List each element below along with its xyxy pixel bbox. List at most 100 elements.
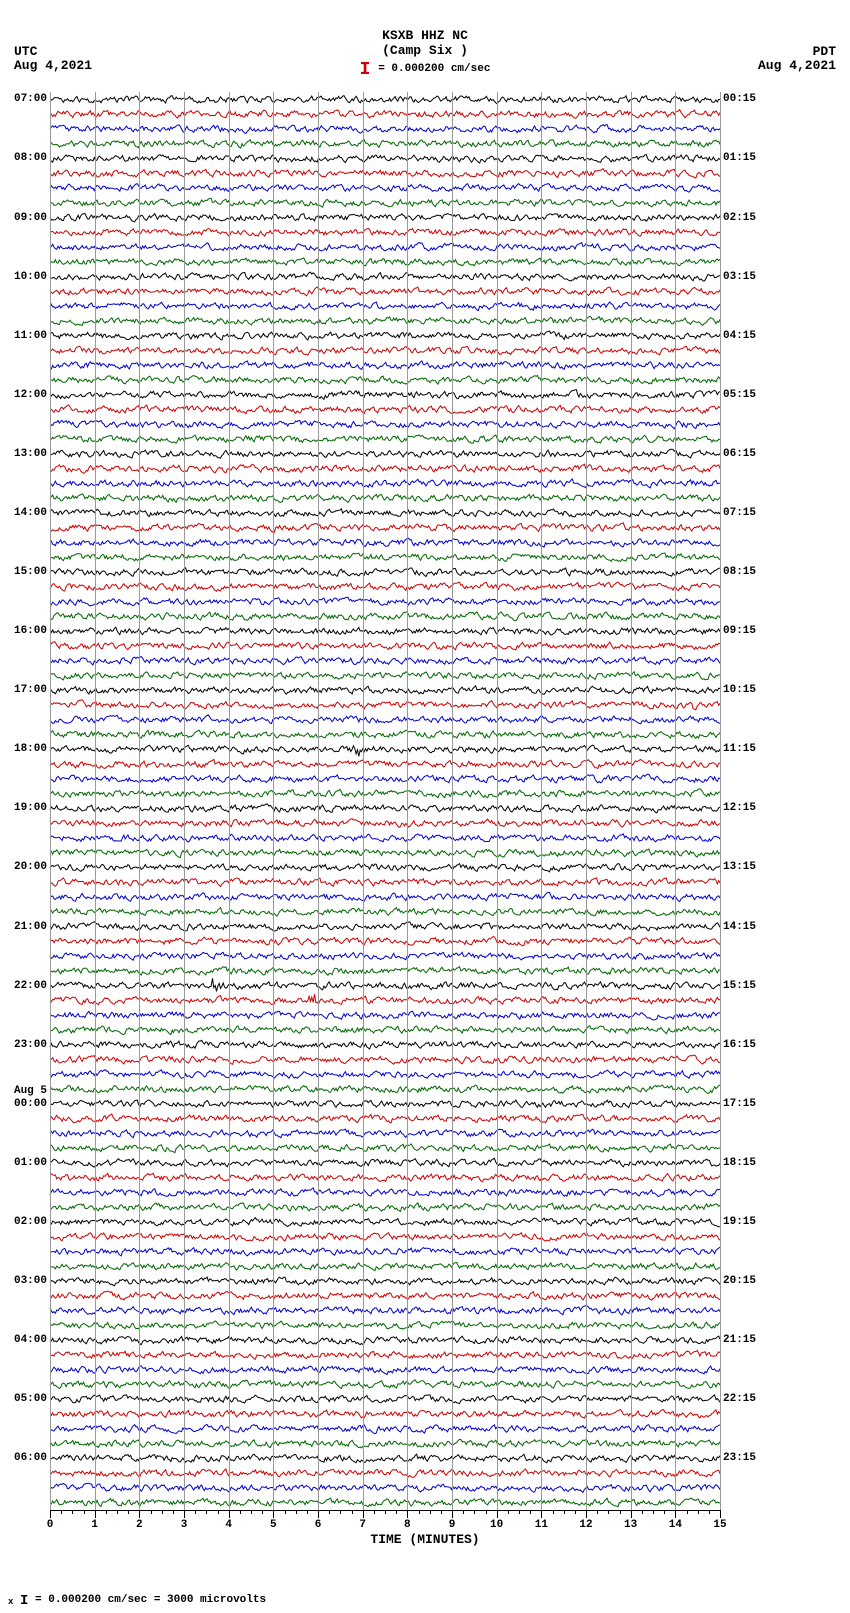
seismic-trace: [50, 464, 720, 473]
xaxis-tick-minor: [486, 1510, 487, 1514]
seismic-trace: [50, 169, 720, 179]
seismic-trace: [50, 582, 720, 591]
seismic-trace: [50, 1277, 720, 1286]
xaxis-tick-major: [184, 1510, 185, 1518]
xaxis-tick-major: [139, 1510, 140, 1518]
seismic-trace: [50, 1336, 720, 1345]
seismic-trace: [50, 302, 720, 311]
seismic-trace: [50, 523, 720, 533]
seismic-trace: [50, 1129, 720, 1138]
utc-day-break-label: Aug 5: [14, 1085, 47, 1097]
gridline-v: [184, 92, 185, 1510]
seismic-trace: [50, 213, 720, 222]
local-hour-label: 01:15: [723, 152, 756, 164]
xaxis-tick-label: 9: [449, 1519, 456, 1531]
xaxis-tick-label: 12: [579, 1519, 592, 1531]
xaxis-tick-label: 7: [359, 1519, 366, 1531]
seismic-trace: [50, 1085, 720, 1094]
seismic-trace: [50, 1247, 720, 1256]
gridline-v: [50, 92, 51, 1510]
xaxis-tick-minor: [251, 1510, 252, 1514]
xaxis-tick-label: 5: [270, 1519, 277, 1531]
local-hour-label: 06:15: [723, 448, 756, 460]
local-hour-label: 03:15: [723, 271, 756, 283]
footer-scale: x I = 0.000200 cm/sec = 3000 microvolts: [8, 1593, 266, 1609]
seismic-trace: [50, 1439, 720, 1448]
seismic-trace: [50, 1188, 720, 1197]
xaxis-tick-minor: [285, 1510, 286, 1514]
seismic-trace: [50, 686, 720, 694]
seismic-trace: [50, 849, 720, 858]
utc-hour-label: 22:00: [14, 980, 47, 992]
seismic-trace: [50, 1100, 720, 1108]
scale-text: = 0.000200 cm/sec: [378, 63, 490, 75]
utc-hour-label: 06:00: [14, 1452, 47, 1464]
seismic-trace: [50, 789, 720, 798]
seismic-trace: [50, 361, 720, 370]
utc-hour-label: 14:00: [14, 507, 47, 519]
footer-sub: x: [8, 1597, 13, 1607]
utc-hour-label: 17:00: [14, 684, 47, 696]
xaxis-tick-minor: [352, 1510, 353, 1514]
seismic-trace: [50, 272, 720, 281]
seismic-trace: [50, 1395, 720, 1404]
xaxis-tick-minor: [117, 1510, 118, 1514]
seismic-trace: [50, 228, 720, 236]
utc-hour-label: 01:00: [14, 1157, 47, 1169]
seismic-trace: [50, 819, 720, 828]
xaxis-tick-minor: [519, 1510, 520, 1514]
gridline-v: [586, 92, 587, 1510]
utc-hour-label: 21:00: [14, 921, 47, 933]
gridline-v: [631, 92, 632, 1510]
xaxis-tick-major: [497, 1510, 498, 1518]
seismic-trace: [50, 568, 720, 577]
xaxis-title: TIME (MINUTES): [370, 1532, 479, 1547]
xaxis-tick-minor: [151, 1510, 152, 1514]
local-hour-label: 22:15: [723, 1393, 756, 1405]
xaxis-tick-minor: [709, 1510, 710, 1514]
xaxis-tick-label: 4: [225, 1519, 232, 1531]
utc-hour-label: 11:00: [14, 330, 47, 342]
xaxis-tick-major: [631, 1510, 632, 1518]
right-tz-label: PDT: [813, 44, 836, 59]
local-hour-label: 07:15: [723, 507, 756, 519]
gridline-v: [407, 92, 408, 1510]
local-hour-label: 02:15: [723, 212, 756, 224]
seismic-trace: [50, 1291, 720, 1300]
xaxis-tick-minor: [329, 1510, 330, 1514]
local-hour-label: 16:15: [723, 1039, 756, 1051]
seismic-trace: [50, 937, 720, 946]
xaxis-tick-minor: [262, 1510, 263, 1514]
xaxis-tick-minor: [72, 1510, 73, 1514]
seismic-trace: [50, 316, 720, 325]
local-hour-label: 19:15: [723, 1216, 756, 1228]
xaxis-tick-minor: [374, 1510, 375, 1514]
utc-hour-label: 23:00: [14, 1039, 47, 1051]
xaxis-tick-label: 3: [181, 1519, 188, 1531]
xaxis-tick-minor: [162, 1510, 163, 1514]
seismic-trace: [50, 435, 720, 443]
seismic-trace: [50, 1114, 720, 1123]
gridline-v: [273, 92, 274, 1510]
xaxis-tick-minor: [307, 1510, 308, 1514]
xaxis-tick-minor: [195, 1510, 196, 1514]
seismic-trace: [50, 1055, 720, 1064]
xaxis-tick-minor: [218, 1510, 219, 1514]
xaxis-tick-minor: [173, 1510, 174, 1514]
xaxis-tick-minor: [206, 1510, 207, 1514]
seismic-trace: [50, 1144, 720, 1153]
seismic-trace: [50, 774, 720, 783]
seismic-trace: [50, 96, 720, 104]
xaxis-tick-label: 6: [315, 1519, 322, 1531]
seismic-trace: [50, 390, 720, 400]
seismic-trace: [50, 672, 720, 680]
local-hour-label: 00:15: [723, 93, 756, 105]
xaxis-tick-minor: [698, 1510, 699, 1514]
gridline-v: [541, 92, 542, 1510]
xaxis-tick-minor: [564, 1510, 565, 1514]
xaxis-tick-minor: [106, 1510, 107, 1514]
seismic-trace: [50, 125, 720, 134]
seismic-trace: [50, 892, 720, 901]
gridline-v: [318, 92, 319, 1510]
seismic-trace: [50, 922, 720, 931]
